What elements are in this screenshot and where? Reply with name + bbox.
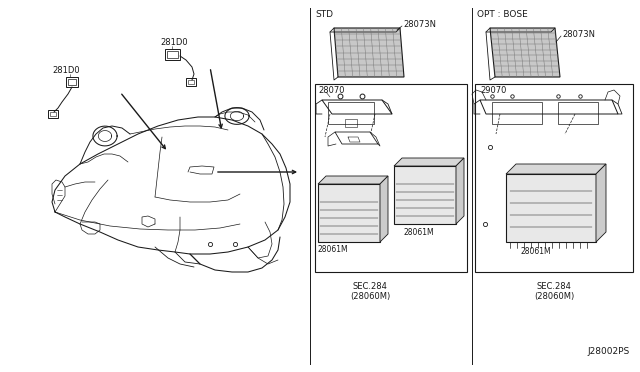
Text: 281D0: 281D0 <box>52 65 79 74</box>
Bar <box>394 166 456 224</box>
Polygon shape <box>480 100 618 114</box>
Polygon shape <box>334 28 404 77</box>
Text: 28061M: 28061M <box>521 247 552 257</box>
Polygon shape <box>394 158 464 166</box>
Polygon shape <box>490 28 560 77</box>
Text: 29070: 29070 <box>480 86 506 94</box>
Bar <box>50 112 56 116</box>
Bar <box>315 84 467 272</box>
Polygon shape <box>322 100 392 114</box>
Polygon shape <box>318 176 388 184</box>
Bar <box>48 110 58 118</box>
Bar <box>186 78 196 86</box>
Text: 28073N: 28073N <box>562 29 595 38</box>
Text: 28070: 28070 <box>318 86 344 94</box>
Text: SEC.284
(28060M): SEC.284 (28060M) <box>350 282 390 301</box>
Bar <box>345 119 357 127</box>
Text: 28061M: 28061M <box>404 228 435 237</box>
Polygon shape <box>506 164 606 174</box>
Text: OPT : BOSE: OPT : BOSE <box>477 10 528 19</box>
Bar <box>165 49 180 60</box>
Text: STD: STD <box>315 10 333 19</box>
Bar <box>492 102 542 124</box>
Bar <box>328 102 374 124</box>
Text: 281D0: 281D0 <box>160 38 188 46</box>
Text: 28061M: 28061M <box>318 246 349 254</box>
Polygon shape <box>335 132 378 144</box>
Text: SEC.284
(28060M): SEC.284 (28060M) <box>534 282 574 301</box>
Polygon shape <box>596 164 606 242</box>
Bar <box>558 102 598 124</box>
Bar <box>68 79 76 85</box>
Text: 28073N: 28073N <box>403 19 436 29</box>
Bar <box>506 174 596 242</box>
Bar <box>167 51 178 58</box>
Text: J28002PS: J28002PS <box>588 347 630 356</box>
Bar <box>66 77 78 87</box>
Bar <box>188 80 194 84</box>
Bar <box>475 84 633 272</box>
Polygon shape <box>456 158 464 224</box>
Bar <box>318 184 380 242</box>
Polygon shape <box>380 176 388 242</box>
